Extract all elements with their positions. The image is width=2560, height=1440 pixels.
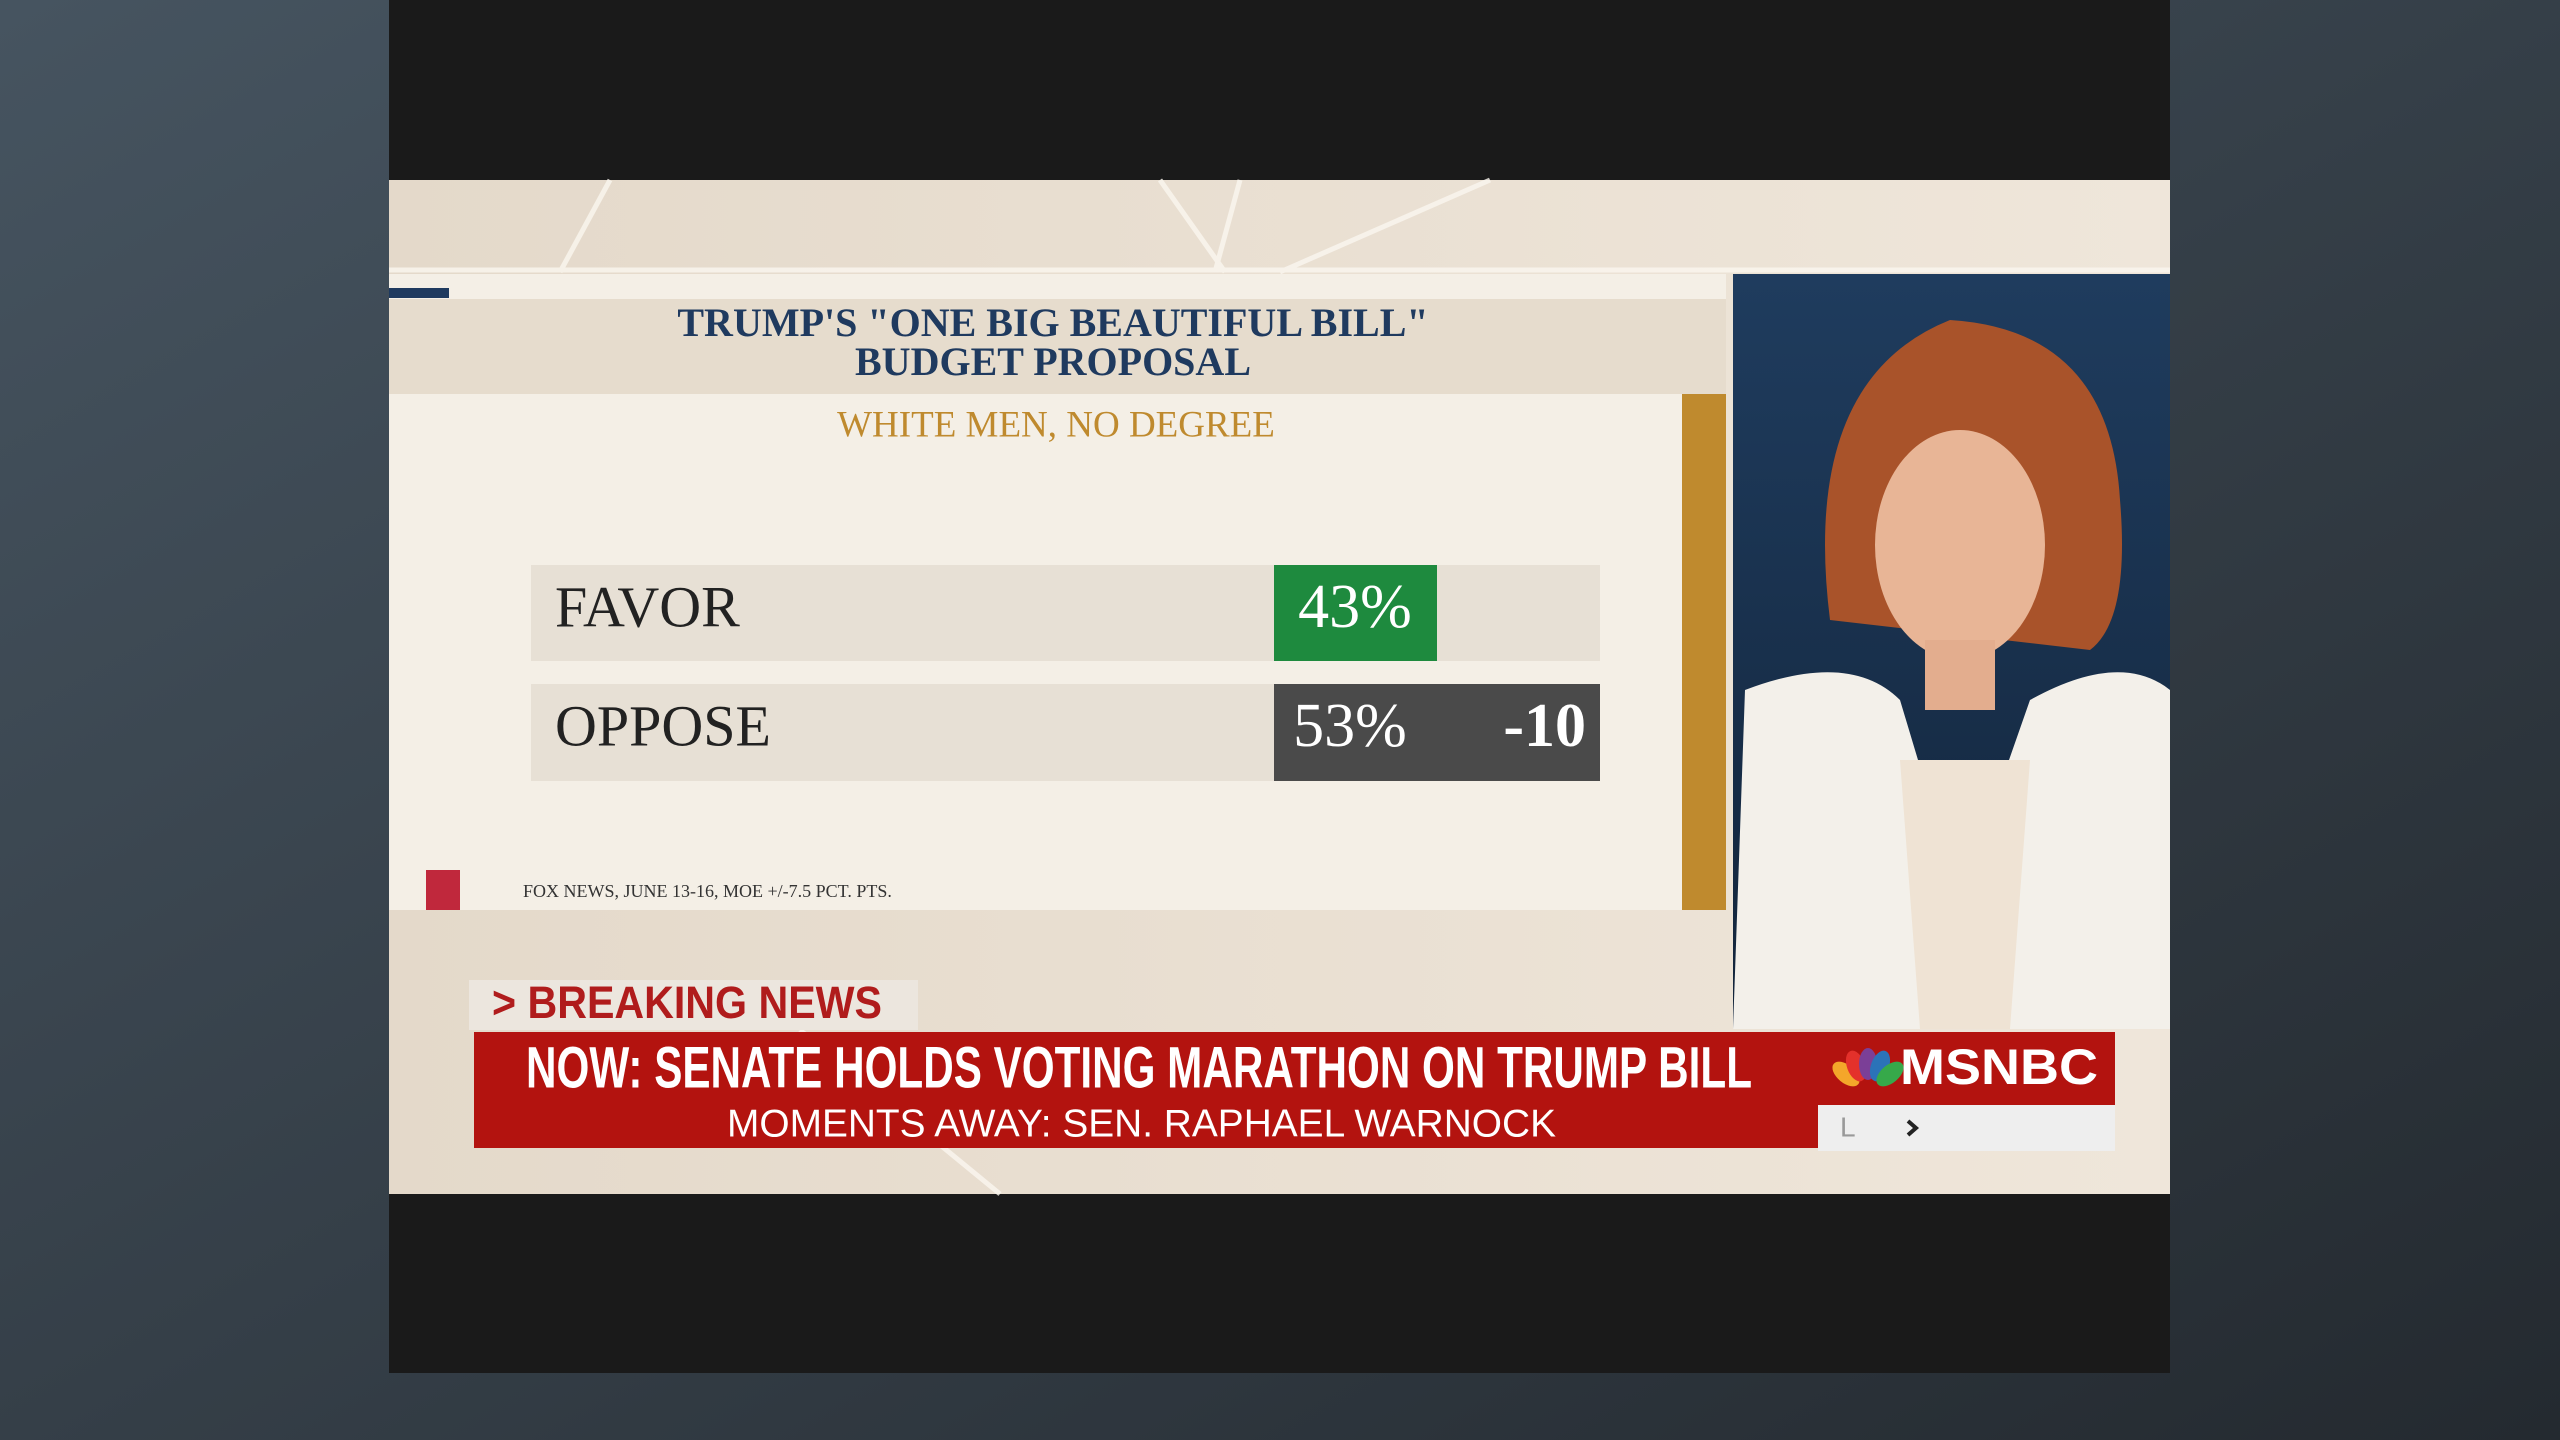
- breaking-tab: [469, 980, 918, 1030]
- source-marker: [426, 870, 460, 910]
- row-value: 43%: [1298, 573, 1412, 641]
- peacock-icon: [1832, 1048, 1904, 1087]
- headline: NOW: SENATE HOLDS VOTING MARATHON ON TRU…: [526, 1035, 1752, 1100]
- accent: [389, 288, 449, 298]
- graphic-title: TRUMP'S "ONE BIG BEAUTIFUL BILL": [677, 300, 1428, 345]
- ticker: [1818, 1105, 2115, 1151]
- row-margin: -10: [1503, 692, 1586, 760]
- row-value: 53%: [1293, 692, 1407, 760]
- graphic-subtitle: WHITE MEN, NO DEGREE: [837, 404, 1275, 445]
- presenter: [1733, 320, 2170, 1029]
- row-label: OPPOSE: [555, 693, 771, 758]
- subline: MOMENTS AWAY: SEN. RAPHAEL WARNOCK: [727, 1102, 1556, 1145]
- breaking-label: > BREAKING NEWS: [492, 977, 882, 1028]
- network-logo: MSNBC: [1900, 1039, 2098, 1095]
- ticker-text: L: [1840, 1111, 1856, 1142]
- graphic-header: [389, 299, 1726, 394]
- source: FOX NEWS, JUNE 13-16, MOE +/-7.5 PCT. PT…: [523, 881, 892, 901]
- row-label: FAVOR: [555, 574, 740, 639]
- ticker-arrow: [1906, 1119, 1920, 1137]
- graphic-title: BUDGET PROPOSAL: [855, 339, 1251, 384]
- gold-bar: [1682, 394, 1726, 910]
- favor-box: [1274, 565, 1437, 661]
- oppose-box: [1274, 684, 1600, 781]
